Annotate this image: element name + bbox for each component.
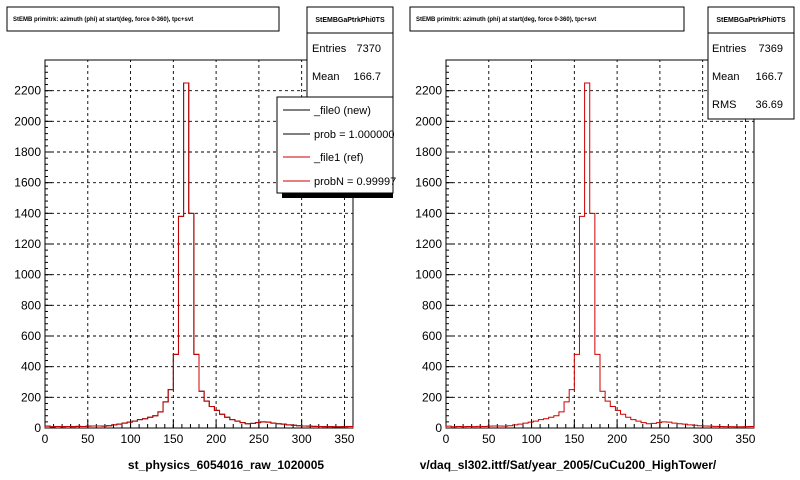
right-stats-label-0: Entries xyxy=(712,43,747,55)
x-tick-label: 0 xyxy=(443,432,450,446)
left-stats-value-1: 166.7 xyxy=(353,71,381,83)
x-tick-label: 100 xyxy=(522,432,542,446)
left-stats-name: StEMBGaPtrkPhi0TS xyxy=(315,17,385,24)
left-histogram xyxy=(44,82,354,428)
y-tick-label: 800 xyxy=(422,298,442,312)
left-y-axis: 0 200 400 600 800 1000 1200 1400 1600 1800 2000 220… xyxy=(14,59,52,435)
x-tick-label: 350 xyxy=(334,432,354,446)
y-tick-label: 2000 xyxy=(14,114,41,128)
y-tick-label: 400 xyxy=(422,360,442,374)
left-title-box: StEMB primitrk: azimuth (phi) at start(d… xyxy=(6,6,280,32)
x-tick-label: 50 xyxy=(482,432,496,446)
left-panel: StEMB primitrk: azimuth (phi) at start(d… xyxy=(6,6,396,472)
y-tick-label: 1200 xyxy=(415,237,442,251)
x-tick-label: 300 xyxy=(292,432,312,446)
left-title-frame xyxy=(6,6,280,32)
right-title-frame xyxy=(409,6,685,32)
right-stats-label-1: Mean xyxy=(712,71,740,83)
right-hist-title: StEMB primitrk: azimuth (phi) at start(d… xyxy=(416,17,596,23)
right-x-axis: 0 50 100 150 200 250 300 350 xyxy=(443,420,756,446)
right-stats-frame xyxy=(707,6,795,120)
x-tick-label: 0 xyxy=(42,432,49,446)
left-stats-box: StEMBGaPtrkPhi0TS Entries 7370 Mean 166.… xyxy=(306,6,394,98)
right-stats-value-0: 7369 xyxy=(759,43,783,55)
x-tick-label: 350 xyxy=(735,432,755,446)
x-tick-label: 100 xyxy=(121,432,141,446)
y-tick-label: 1600 xyxy=(415,176,442,190)
y-tick-label: 2000 xyxy=(415,114,442,128)
left-stats-label-1: Mean xyxy=(312,71,340,83)
right-title-box: StEMB primitrk: azimuth (phi) at start(d… xyxy=(409,6,685,32)
left-x-axis-title: st_physics_6054016_raw_1020005 xyxy=(128,458,324,472)
histogram-series-1 xyxy=(44,82,354,428)
right-stats-box: StEMBGaPtrkPhi0TS Entries 7369 Mean 166.… xyxy=(707,6,795,120)
x-tick-label: 250 xyxy=(249,432,269,446)
legend-frame xyxy=(276,96,394,194)
left-legend: _file0 (new) prob = 1.000000 _file1 (ref… xyxy=(276,96,396,198)
y-tick-label: 1200 xyxy=(14,237,41,251)
x-tick-label: 50 xyxy=(81,432,95,446)
y-tick-label: 1000 xyxy=(415,268,442,282)
y-tick-label: 400 xyxy=(21,360,41,374)
y-tick-label: 200 xyxy=(21,390,41,404)
y-tick-label: 1800 xyxy=(415,145,442,159)
right-panel: StEMB primitrk: azimuth (phi) at start(d… xyxy=(409,6,795,472)
x-tick-label: 300 xyxy=(693,432,713,446)
left-x-axis: 0 50 100 150 200 250 300 350 xyxy=(42,420,355,446)
legend-label-2: _file1 (ref) xyxy=(313,152,364,164)
right-y-axis: 0 200 400 600 800 1000 1200 1400 1600 1800 2000 220… xyxy=(415,59,453,435)
x-tick-label: 200 xyxy=(607,432,627,446)
right-stats-value-2: 36.69 xyxy=(755,99,783,111)
y-tick-label: 600 xyxy=(21,329,41,343)
right-histogram xyxy=(445,82,755,428)
y-tick-label: 800 xyxy=(21,298,41,312)
right-stats-label-2: RMS xyxy=(712,99,736,111)
y-tick-label: 0 xyxy=(435,421,442,435)
y-tick-label: 200 xyxy=(422,390,442,404)
left-stats-label-0: Entries xyxy=(312,43,347,55)
x-tick-label: 150 xyxy=(163,432,183,446)
y-tick-label: 1000 xyxy=(14,268,41,282)
x-tick-label: 250 xyxy=(650,432,670,446)
y-tick-label: 1400 xyxy=(14,206,41,220)
x-tick-label: 150 xyxy=(564,432,584,446)
left-hist-title: StEMB primitrk: azimuth (phi) at start(d… xyxy=(13,17,193,23)
left-stats-value-0: 7370 xyxy=(357,43,381,55)
y-tick-label: 1800 xyxy=(14,145,41,159)
right-stats-value-1: 166.7 xyxy=(755,71,783,83)
y-tick-label: 1600 xyxy=(14,176,41,190)
y-tick-label: 0 xyxy=(34,421,41,435)
right-x-axis-title: v/daq_sl302.ittf/Sat/year_2005/CuCu200_H… xyxy=(420,458,717,472)
right-stats-name: StEMBGaPtrkPhi0TS xyxy=(716,17,786,24)
legend-label-3: probN = 0.99997 xyxy=(314,176,396,188)
y-tick-label: 600 xyxy=(422,329,442,343)
x-tick-label: 200 xyxy=(206,432,226,446)
y-tick-label: 2200 xyxy=(14,84,41,98)
legend-label-0: _file0 (new) xyxy=(313,105,371,117)
y-tick-label: 1400 xyxy=(415,206,442,220)
histogram-series-0 xyxy=(445,82,755,428)
legend-label-1: prob = 1.000000 xyxy=(314,129,394,141)
y-tick-label: 2200 xyxy=(415,84,442,98)
